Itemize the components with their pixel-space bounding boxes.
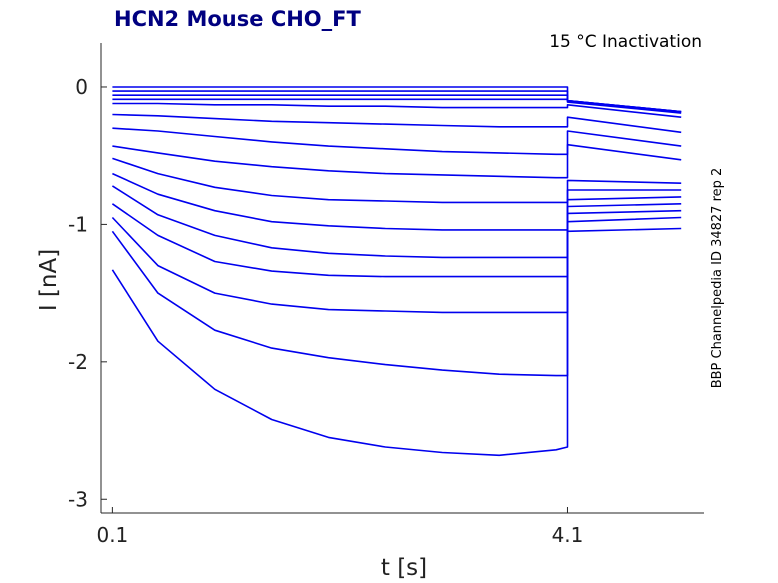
current-trace-8 [112,143,682,179]
current-trace-3 [112,94,682,113]
y-tick-label: 0 [75,75,88,99]
y-tick-label: -2 [68,350,88,374]
condition-annotation: 15 °C Inactivation [549,32,702,52]
chart-title: HCN2 Mouse CHO_FT [114,7,361,31]
plot-area [101,43,704,513]
current-trace-15 [111,227,682,457]
y-tick-label: -1 [68,212,88,236]
traces [111,86,682,457]
current-trace-1 [112,86,682,113]
axes [100,43,704,514]
current-trace-5 [112,102,682,118]
current-trace-2 [112,90,682,113]
x-tick-label: 0.1 [96,523,128,547]
y-axis-label: I [nA] [36,249,62,311]
current-trace-4 [112,98,682,114]
x-axis-label: t [s] [381,555,427,581]
current-trace-6 [112,113,682,134]
ticks: 0 -1 -2 -3 0.1 4.1 [68,75,583,547]
channelpedia-id-label: BBP Channelpedia ID 34827 rep 2 [710,168,725,389]
y-tick-label: -3 [68,487,88,511]
x-tick-label: 4.1 [552,523,584,547]
